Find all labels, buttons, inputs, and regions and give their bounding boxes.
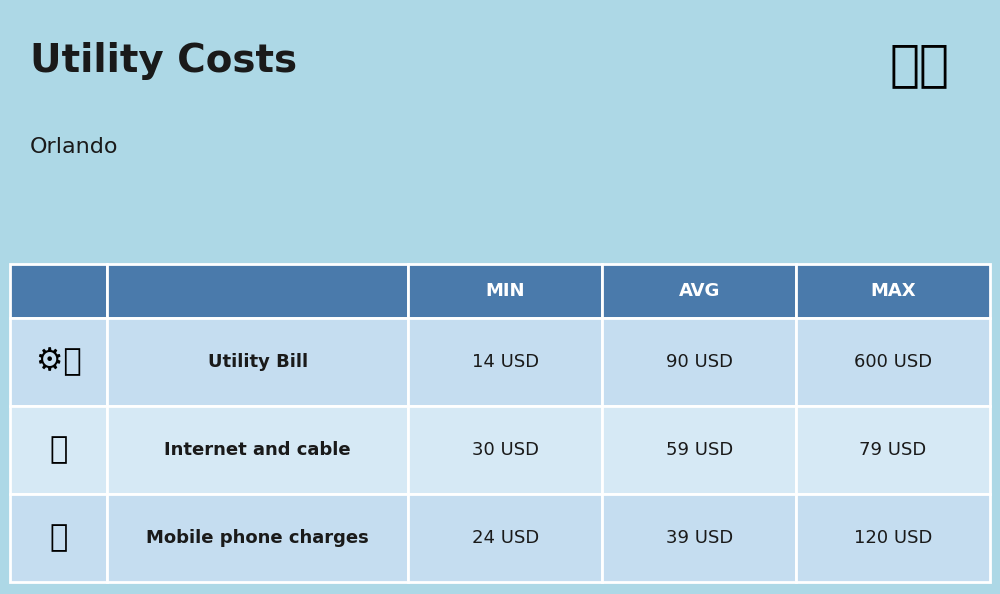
FancyBboxPatch shape [10,494,107,582]
Text: 59 USD: 59 USD [666,441,733,459]
Text: 📶: 📶 [49,435,68,465]
FancyBboxPatch shape [107,494,408,582]
FancyBboxPatch shape [796,264,990,318]
FancyBboxPatch shape [602,494,796,582]
FancyBboxPatch shape [602,318,796,406]
Text: Mobile phone charges: Mobile phone charges [146,529,369,547]
FancyBboxPatch shape [602,264,796,318]
FancyBboxPatch shape [107,318,408,406]
FancyBboxPatch shape [796,406,990,494]
FancyBboxPatch shape [796,318,990,406]
Text: AVG: AVG [679,282,720,300]
Text: 📱: 📱 [49,523,68,552]
Text: Utility Bill: Utility Bill [208,353,308,371]
Text: 39 USD: 39 USD [666,529,733,547]
FancyBboxPatch shape [10,406,107,494]
FancyBboxPatch shape [408,494,602,582]
FancyBboxPatch shape [107,406,408,494]
FancyBboxPatch shape [107,264,408,318]
FancyBboxPatch shape [10,318,107,406]
Text: 120 USD: 120 USD [854,529,932,547]
FancyBboxPatch shape [408,318,602,406]
Text: 🇺🇸: 🇺🇸 [890,42,950,90]
FancyBboxPatch shape [10,264,107,318]
FancyBboxPatch shape [408,264,602,318]
Text: ⚙️🔌: ⚙️🔌 [36,347,81,377]
FancyBboxPatch shape [408,406,602,494]
Text: Orlando: Orlando [30,137,119,157]
Text: MAX: MAX [870,282,916,300]
Text: 90 USD: 90 USD [666,353,733,371]
Text: 30 USD: 30 USD [472,441,539,459]
Text: 600 USD: 600 USD [854,353,932,371]
Text: 14 USD: 14 USD [472,353,539,371]
Text: Utility Costs: Utility Costs [30,42,297,80]
FancyBboxPatch shape [602,406,796,494]
Text: 79 USD: 79 USD [859,441,927,459]
Text: 24 USD: 24 USD [472,529,539,547]
FancyBboxPatch shape [796,494,990,582]
Text: Internet and cable: Internet and cable [164,441,351,459]
Text: MIN: MIN [486,282,525,300]
